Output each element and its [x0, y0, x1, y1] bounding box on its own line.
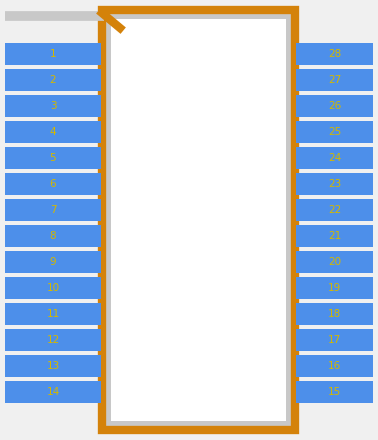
Bar — [296, 69, 373, 91]
Bar — [5, 329, 101, 351]
Bar — [5, 277, 101, 299]
Bar — [296, 147, 373, 169]
Bar — [296, 355, 373, 377]
Text: 24: 24 — [328, 153, 341, 163]
Bar — [296, 95, 373, 117]
Text: 27: 27 — [328, 75, 341, 85]
Text: 18: 18 — [328, 309, 341, 319]
Text: 13: 13 — [46, 361, 60, 371]
Text: 7: 7 — [50, 205, 56, 215]
Text: 15: 15 — [328, 387, 341, 397]
Bar — [5, 173, 101, 195]
Bar — [5, 95, 101, 117]
Text: 2: 2 — [50, 75, 56, 85]
Bar — [296, 173, 373, 195]
Text: 20: 20 — [328, 257, 341, 267]
Bar — [5, 303, 101, 325]
Text: 23: 23 — [328, 179, 341, 189]
Bar — [296, 381, 373, 403]
Text: 10: 10 — [46, 283, 60, 293]
Text: 21: 21 — [328, 231, 341, 241]
Text: 14: 14 — [46, 387, 60, 397]
Text: 4: 4 — [50, 127, 56, 137]
Text: 19: 19 — [328, 283, 341, 293]
Text: 1: 1 — [50, 49, 56, 59]
Bar — [296, 199, 373, 221]
Text: 6: 6 — [50, 179, 56, 189]
Bar — [102, 10, 295, 430]
Bar — [5, 251, 101, 273]
Text: 25: 25 — [328, 127, 341, 137]
Bar — [111, 19, 286, 421]
Text: 11: 11 — [46, 309, 60, 319]
Bar — [5, 69, 101, 91]
Bar — [5, 381, 101, 403]
Text: 9: 9 — [50, 257, 56, 267]
Bar — [5, 147, 101, 169]
Text: 17: 17 — [328, 335, 341, 345]
Bar — [296, 121, 373, 143]
Text: 16: 16 — [328, 361, 341, 371]
Text: 26: 26 — [328, 101, 341, 111]
Bar — [296, 43, 373, 65]
Text: 12: 12 — [46, 335, 60, 345]
Text: 3: 3 — [50, 101, 56, 111]
Bar — [296, 329, 373, 351]
Bar — [5, 225, 101, 247]
Bar — [5, 43, 101, 65]
Bar — [296, 251, 373, 273]
Bar — [296, 277, 373, 299]
Bar — [5, 199, 101, 221]
Bar — [296, 303, 373, 325]
Bar — [5, 121, 101, 143]
Bar — [5, 355, 101, 377]
Text: 22: 22 — [328, 205, 341, 215]
Text: 5: 5 — [50, 153, 56, 163]
Text: 8: 8 — [50, 231, 56, 241]
Text: 28: 28 — [328, 49, 341, 59]
Bar — [296, 225, 373, 247]
